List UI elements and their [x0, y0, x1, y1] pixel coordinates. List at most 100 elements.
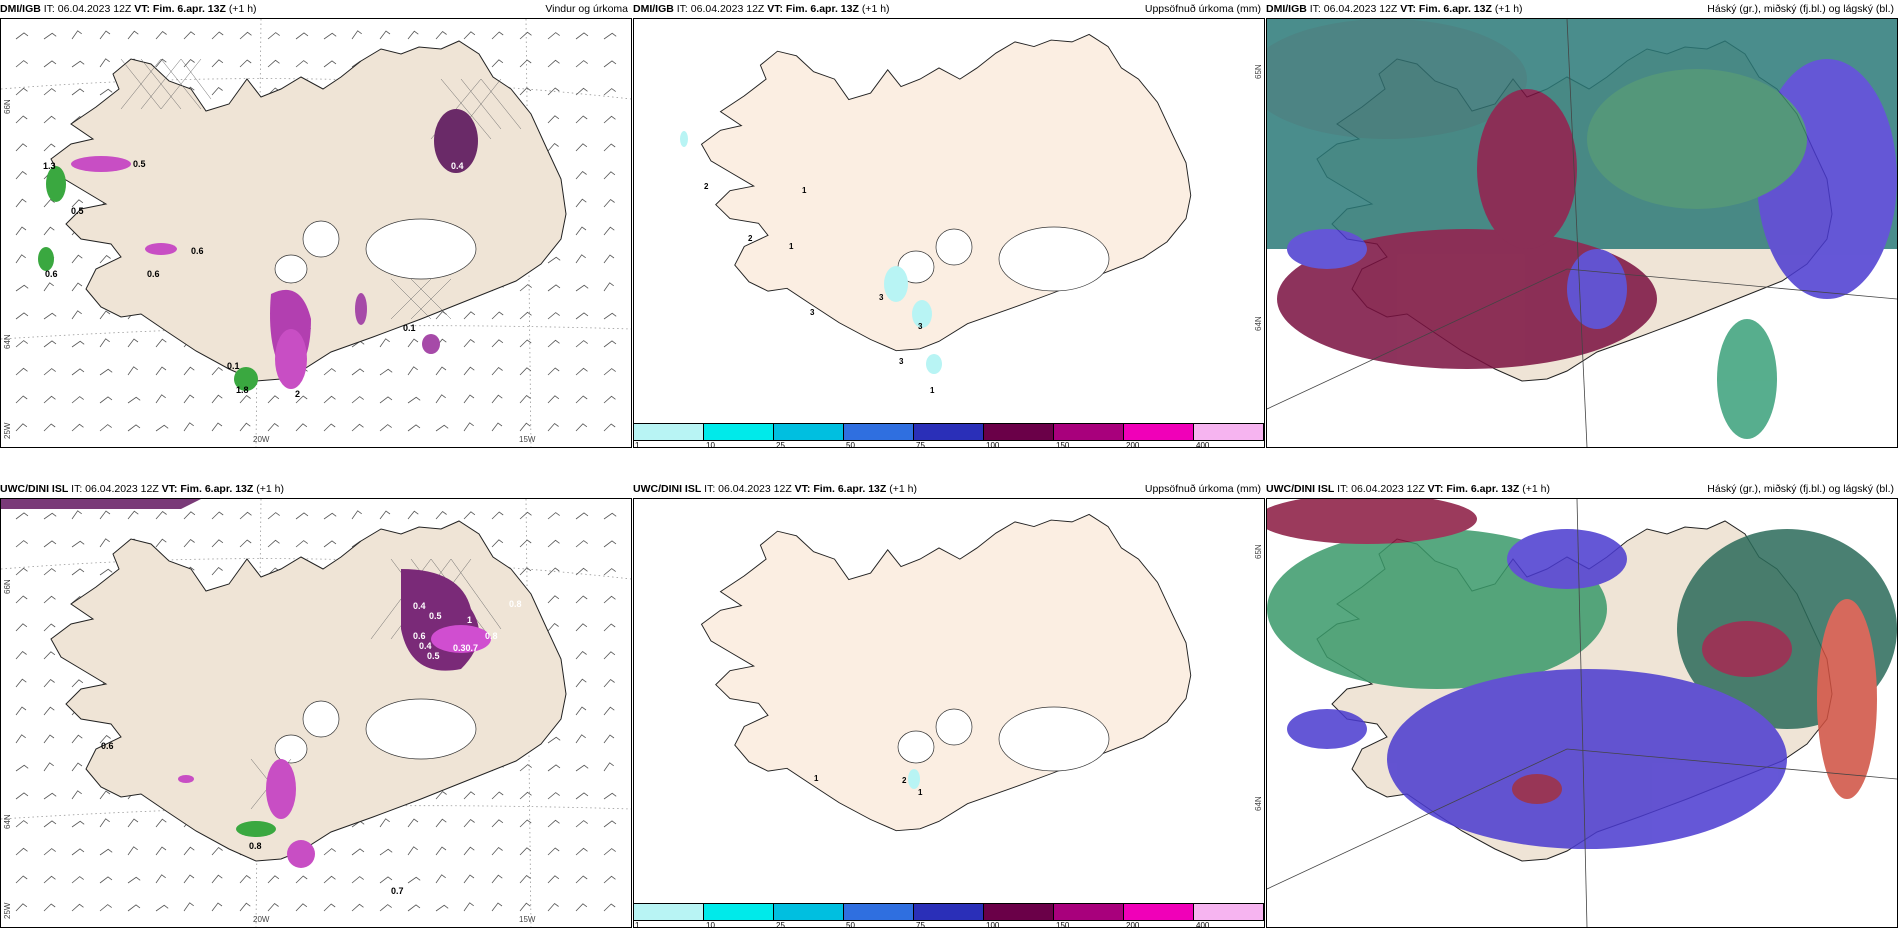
wind-barb — [547, 312, 560, 320]
wind-barb — [295, 512, 309, 520]
panel-header: UWC/DINI ISL IT: 06.04.2023 12Z VT: Fim.… — [0, 480, 632, 498]
wind-barb — [351, 903, 364, 912]
colorbar-swatch — [1194, 904, 1264, 920]
accum-value: 1 — [814, 774, 819, 783]
init-time: IT: 06.04.2023 12Z — [43, 3, 132, 15]
wind-barb — [603, 848, 616, 856]
wind-barb — [603, 706, 615, 716]
wind-barb — [127, 818, 139, 828]
wind-barb — [323, 423, 336, 432]
wind-barb — [71, 30, 82, 40]
precip-value: 0.4 — [451, 161, 464, 171]
wind-barb — [603, 903, 616, 912]
wind-barb — [43, 512, 57, 520]
colorbar-swatch — [1124, 424, 1194, 440]
wind-barb — [99, 790, 111, 800]
wind-barb — [183, 366, 195, 376]
wind-barb — [323, 395, 336, 404]
wind-barb — [575, 423, 588, 432]
colorbar-tick: 100 — [986, 921, 1000, 928]
wind-barb — [183, 511, 196, 520]
colorbar-tick: 400 — [1196, 441, 1210, 448]
wind-barb — [43, 340, 57, 348]
colorbar-tick: 25 — [776, 441, 785, 448]
wind-barb — [603, 143, 616, 152]
wind-barb — [71, 762, 83, 772]
wind-barb — [239, 59, 252, 68]
wind-barb — [43, 282, 54, 292]
wind-barb — [379, 510, 391, 520]
wind-barb — [71, 790, 82, 800]
wind-barb — [295, 423, 308, 432]
wind-barb — [15, 595, 28, 604]
lead-time: (+1 h) — [228, 3, 257, 15]
wind-barb — [603, 115, 616, 124]
wind-barb — [575, 198, 587, 208]
wind-barb — [547, 567, 560, 576]
wind-map: 1.3 0.5 0.6 0.6 0.4 0.6 0.5 0.1 1.8 2 0.… — [1, 19, 631, 447]
wind-barb — [603, 60, 617, 68]
wind-barb — [379, 848, 393, 856]
wind-barb — [15, 734, 26, 744]
init-time: IT: 06.04.2023 12Z — [71, 483, 159, 495]
wind-barb — [575, 595, 588, 604]
colorbar-tick: 400 — [1196, 921, 1210, 928]
wind-barb — [155, 424, 169, 432]
wind-barb — [407, 818, 419, 828]
precip-value: 0.8 — [485, 631, 498, 641]
wind-barb — [15, 312, 29, 320]
map-frame: 1.3 0.5 0.6 0.6 0.4 0.6 0.5 0.1 1.8 2 0.… — [0, 18, 632, 448]
wind-barb — [43, 312, 57, 320]
wind-barb — [519, 902, 531, 912]
model-name: UWC/DINI ISL — [633, 483, 702, 495]
wind-barb — [71, 510, 82, 520]
wind-barb — [127, 846, 138, 856]
panel-header: UWC/DINI ISL IT: 06.04.2023 12Z VT: Fim.… — [633, 480, 1265, 498]
model-name: DMI/IGB — [1266, 3, 1307, 15]
wind-barb — [575, 312, 589, 320]
wind-barb — [435, 424, 449, 432]
colorbar-swatch — [1124, 904, 1194, 920]
lat-label: 64N — [1254, 316, 1263, 331]
wind-barb — [99, 88, 113, 96]
wind-barb — [575, 875, 588, 884]
wind-barb — [211, 566, 223, 576]
init-time: IT: 06.04.2023 12Z — [1337, 483, 1425, 495]
panel-dmi-wind: DMI/IGB IT: 06.04.2023 12Z VT: Fim. 6.ap… — [0, 0, 632, 448]
panel-header: UWC/DINI ISL IT: 06.04.2023 12Z VT: Fim.… — [1266, 480, 1898, 498]
wind-barb — [183, 422, 194, 432]
wind-barb — [295, 540, 308, 548]
wind-barb — [603, 368, 616, 376]
wind-barb — [267, 422, 279, 432]
wind-barb — [603, 623, 616, 632]
colorbar-swatch — [914, 424, 984, 440]
wind-barb — [43, 226, 55, 236]
wind-barb — [547, 595, 560, 604]
colorbar-swatch — [1054, 904, 1124, 920]
wind-barb — [43, 820, 57, 828]
cloud-map — [1267, 499, 1897, 927]
wind-barb — [15, 198, 27, 208]
precip-value: 0.6 — [101, 741, 114, 751]
wind-barb — [547, 142, 559, 152]
wind-barb — [71, 734, 83, 744]
wind-barb — [547, 32, 560, 40]
wind-barb — [71, 876, 84, 884]
wind-barb — [575, 395, 588, 404]
wind-barb — [155, 30, 167, 40]
wind-barb — [211, 874, 223, 884]
wind-barb — [211, 846, 223, 856]
wind-barb — [99, 310, 111, 320]
wind-barb — [491, 59, 504, 68]
panel-dmi-accum: DMI/IGB IT: 06.04.2023 12Z VT: Fim. 6.ap… — [633, 0, 1265, 448]
wind-barb — [15, 115, 28, 124]
wind-barb — [547, 847, 560, 856]
wind-barb — [267, 59, 280, 68]
wind-barb — [351, 510, 362, 520]
precip-value: 0.1 — [227, 361, 240, 371]
wind-barb — [407, 424, 421, 432]
wind-barb — [407, 30, 419, 40]
accum-value: 3 — [918, 322, 923, 331]
wind-barb — [15, 32, 29, 40]
accum-value: 2 — [902, 776, 907, 785]
